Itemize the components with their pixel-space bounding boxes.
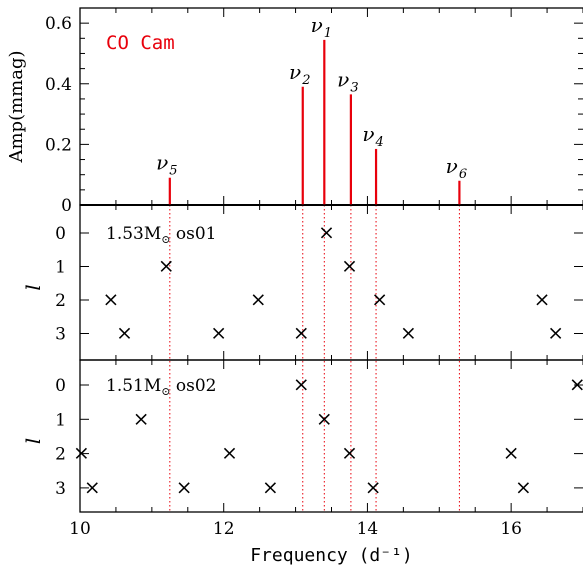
l-tick-label: 0: [55, 376, 66, 396]
mode-marker: ×: [73, 441, 90, 465]
peak-label-nu2: ν2: [289, 60, 310, 88]
frequency-guide-lines: [169, 205, 460, 512]
mode-marker: ×: [293, 321, 310, 345]
degree-axis-label: l: [21, 438, 45, 444]
mode-marker: ×: [262, 475, 279, 499]
l-tick-label: 1: [55, 258, 66, 278]
mode-marker: ×: [569, 372, 583, 396]
frequency-tick-label: 12: [213, 519, 235, 539]
mode-marker: ×: [210, 321, 227, 345]
degree-axis-label: l: [21, 284, 45, 290]
mode-marker: ×: [293, 372, 310, 396]
l-tick-label: 1: [55, 410, 66, 430]
mode-marker: ×: [547, 321, 564, 345]
amp-tick-label: 0.6: [45, 14, 72, 34]
amp-tick-label: 0: [61, 196, 72, 216]
peak-label-nu4: ν4: [362, 122, 383, 150]
amp-tick-label: 0.4: [45, 75, 72, 95]
mode-marker: ×: [371, 287, 388, 311]
l-tick-label: 3: [55, 325, 66, 345]
amplitude-axis-label: Amp(mmag): [6, 50, 27, 163]
peak-label-nu1: ν1: [311, 13, 332, 41]
mode-marker: ×: [318, 220, 335, 244]
os02-panel-frame: [79, 359, 583, 513]
mode-marker: ×: [341, 254, 358, 278]
mode-marker: ×: [400, 321, 417, 345]
frequency-axis-label: Frequency (d⁻¹): [250, 545, 413, 566]
l-tick-label: 2: [55, 445, 66, 465]
mode-marker: ×: [116, 321, 133, 345]
mode-marker: ×: [534, 287, 551, 311]
l-tick-label: 0: [55, 224, 66, 244]
mode-marker: ×: [133, 406, 150, 430]
peak-label-nu3: ν3: [337, 67, 358, 95]
mode-marker: ×: [250, 287, 267, 311]
amp-tick-label: 0.2: [45, 135, 72, 155]
mode-marker: ×: [84, 475, 101, 499]
frequency-tick-label: 16: [500, 519, 522, 539]
mode-marker: ×: [365, 475, 382, 499]
frequency-tick-label: 14: [357, 519, 379, 539]
mode-marker: ×: [158, 254, 175, 278]
l-tick-label: 3: [55, 479, 66, 499]
mode-marker: ×: [103, 287, 120, 311]
mode-marker: ×: [503, 441, 520, 465]
mode-marker: ×: [515, 475, 532, 499]
model-label-os01: 1.53M⊙ os01: [106, 224, 216, 246]
peak-label-nu6: ν6: [446, 154, 467, 182]
mode-marker: ×: [176, 475, 193, 499]
mode-marker: ×: [316, 406, 333, 430]
peak-label-nu5: ν5: [156, 151, 177, 179]
mode-marker: ×: [341, 441, 358, 465]
frequency-tick-label: 10: [69, 519, 91, 539]
mode-marker: ×: [221, 441, 238, 465]
model-label-os02: 1.51M⊙ os02: [106, 376, 216, 398]
star-name-label: CO Cam: [106, 32, 175, 54]
l-tick-label: 2: [55, 291, 66, 311]
